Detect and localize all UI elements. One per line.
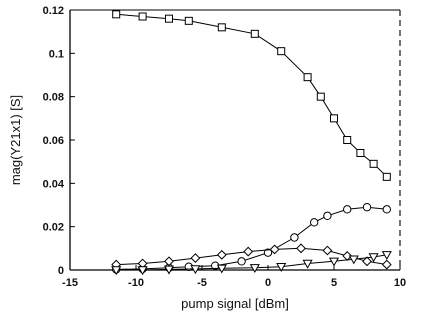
- data-point: [290, 233, 299, 242]
- data-point: [330, 114, 338, 123]
- data-point: [277, 47, 286, 56]
- data-point: [164, 256, 174, 267]
- data-point: [382, 172, 391, 181]
- series-layer: [111, 10, 392, 276]
- y-tick-label: 0.06: [43, 135, 64, 147]
- data-point: [322, 245, 333, 256]
- data-point: [316, 92, 325, 101]
- y-tick-label: 0.02: [43, 222, 64, 234]
- data-point: [138, 12, 147, 21]
- y-axis-ticks: 0 0.02 0.04 0.06 0.08 0.1 0.12: [43, 5, 75, 277]
- data-point: [216, 264, 227, 274]
- x-tick-label: -10: [128, 277, 144, 289]
- x-axis-ticks: -15 -10 -5 0 5 10: [62, 265, 406, 289]
- data-point: [381, 251, 392, 261]
- x-tick-label: 0: [265, 277, 271, 289]
- x-tick-label: 10: [394, 277, 406, 289]
- data-point: [111, 266, 122, 276]
- data-point: [250, 29, 259, 38]
- data-point: [112, 10, 121, 19]
- data-point: [184, 16, 193, 25]
- y-tick-label: 0.08: [43, 92, 64, 104]
- series-triangle-down: [111, 251, 392, 276]
- data-point: [362, 202, 372, 212]
- data-point: [216, 249, 227, 260]
- data-point: [343, 136, 352, 144]
- data-point: [243, 246, 254, 257]
- x-tick-label: 5: [331, 277, 337, 289]
- data-point: [249, 264, 260, 274]
- data-point: [382, 205, 391, 214]
- data-point: [190, 265, 201, 275]
- data-point: [368, 253, 379, 263]
- data-point: [263, 248, 273, 257]
- data-point: [323, 211, 332, 221]
- x-tick-label: -15: [62, 277, 78, 289]
- y-tick-label: 0.04: [43, 178, 65, 190]
- data-point: [269, 244, 280, 255]
- data-point: [296, 243, 306, 254]
- y-tick-label: 0.12: [43, 5, 64, 17]
- data-point: [137, 266, 148, 276]
- series-line: [116, 254, 387, 271]
- data-point: [163, 265, 175, 275]
- data-point: [343, 205, 352, 214]
- data-point: [303, 73, 312, 82]
- x-tick-label: -5: [197, 277, 207, 289]
- data-point: [237, 257, 246, 266]
- x-axis-label: pump signal [dBm]: [181, 296, 289, 311]
- data-point: [328, 257, 340, 267]
- series-square: [112, 10, 391, 181]
- y-tick-label: 0.1: [49, 48, 64, 60]
- y-tick-label: 0: [58, 265, 64, 277]
- data-point: [276, 263, 287, 272]
- data-point: [165, 14, 173, 23]
- data-point: [362, 256, 372, 267]
- data-point: [381, 259, 392, 270]
- data-point: [217, 23, 226, 32]
- series-line: [116, 13, 388, 178]
- data-point: [310, 218, 319, 227]
- data-point: [302, 259, 313, 269]
- data-point: [348, 255, 359, 265]
- y-axis-label: mag(Y21x1) [S]: [8, 95, 23, 185]
- data-point: [369, 159, 378, 168]
- data-point: [356, 149, 365, 157]
- data-point: [190, 253, 201, 263]
